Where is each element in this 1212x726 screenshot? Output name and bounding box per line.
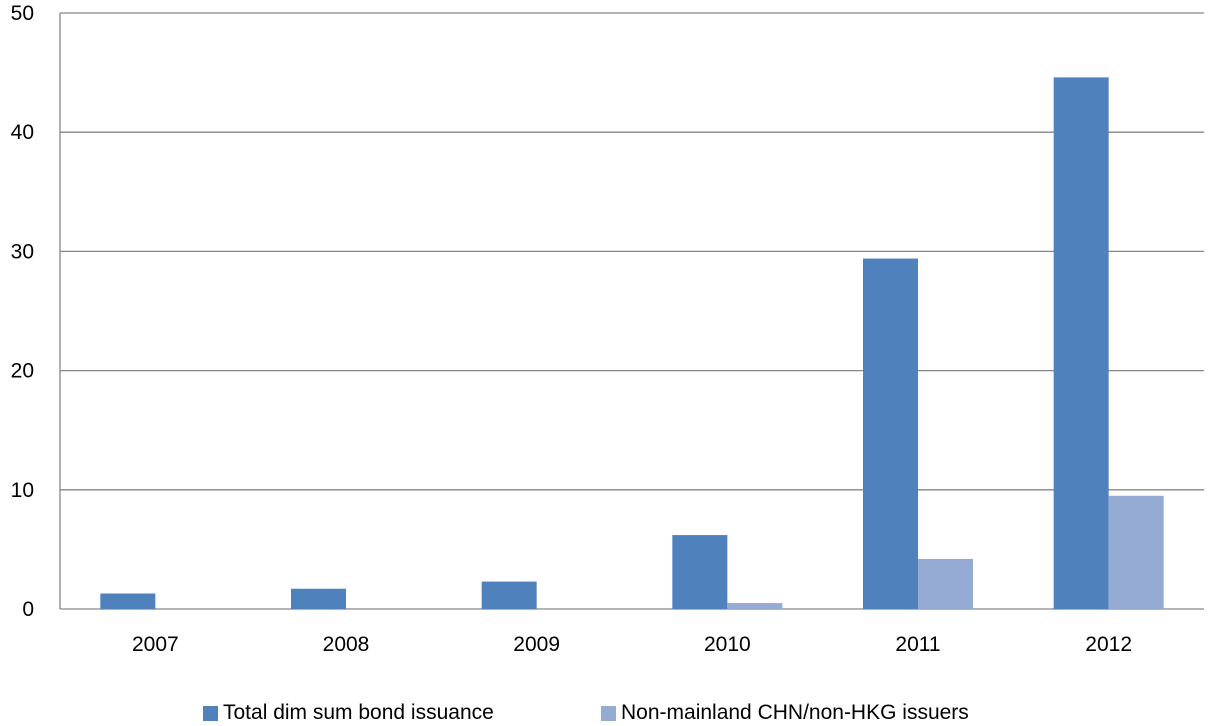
bar-total-2009 <box>481 581 537 609</box>
y-tick-label: 40 <box>11 121 34 144</box>
y-tick-label: 50 <box>11 2 34 25</box>
x-tick-label: 2008 <box>323 633 370 656</box>
bar-non-mainland-2011 <box>918 558 973 609</box>
bar-non-mainland-2010 <box>727 603 783 609</box>
bar-non-mainland-2012 <box>1108 495 1164 609</box>
y-tick-label: 30 <box>11 240 34 263</box>
x-tick-label: 2012 <box>1085 633 1132 656</box>
x-tick-label: 2007 <box>132 633 179 656</box>
y-tick-label: 10 <box>11 479 34 502</box>
bar-total-2008 <box>291 588 346 609</box>
legend-item-total: Total dim sum bond issuance <box>203 700 494 726</box>
legend: Total dim sum bond issuance Non-mainland… <box>0 700 1212 726</box>
x-tick-label: 2009 <box>513 633 560 656</box>
y-axis-ticks: 0 10 20 30 40 50 <box>11 2 34 621</box>
x-tick-label: 2011 <box>895 633 940 656</box>
bar-total-2011 <box>863 258 918 609</box>
legend-label-total: Total dim sum bond issuance <box>223 701 494 724</box>
x-axis-ticks: 2007 2008 2009 2010 2011 2012 <box>132 633 1132 656</box>
y-tick-label: 0 <box>22 598 34 621</box>
legend-swatch-total <box>203 705 218 721</box>
bar-total-2012 <box>1053 77 1109 610</box>
x-tick-label: 2010 <box>704 633 751 656</box>
legend-item-non-mainland: Non-mainland CHN/non-HKG issuers <box>601 700 969 726</box>
bars <box>100 77 1164 610</box>
bar-total-2007 <box>100 593 156 609</box>
bar-total-2010 <box>672 535 728 609</box>
y-tick-label: 20 <box>11 360 34 383</box>
legend-label-non-mainland: Non-mainland CHN/non-HKG issuers <box>621 701 969 724</box>
legend-swatch-non-mainland <box>601 705 616 721</box>
gridlines <box>60 12 1204 610</box>
